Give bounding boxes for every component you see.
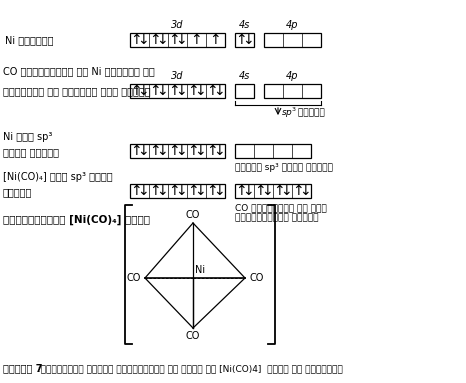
Text: ↑: ↑	[235, 33, 247, 47]
Bar	[235, 33, 254, 47]
Text: ↑: ↑	[187, 184, 199, 198]
Bar	[235, 184, 311, 198]
Text: ↑: ↑	[168, 33, 180, 47]
Text: ↑: ↑	[187, 144, 199, 158]
Bar	[130, 33, 225, 47]
Bar	[130, 84, 225, 98]
Text: ↓: ↓	[280, 184, 292, 198]
Text: $sp^3$: $sp^3$	[281, 106, 297, 120]
Text: ↑: ↑	[187, 84, 199, 98]
Text: संकर कक्षक: संकर कक्षक	[3, 147, 59, 157]
Text: कक्षक: कक्षक	[3, 187, 32, 197]
Text: CO लिगेण्डो से चार: CO लिगेण्डो से चार	[235, 203, 327, 212]
Text: ↓: ↓	[213, 184, 225, 198]
Text: ↓: ↓	[175, 144, 186, 158]
Text: ↓: ↓	[137, 184, 149, 198]
Text: ↓: ↓	[213, 84, 225, 98]
Text: ↑: ↑	[130, 33, 142, 47]
Text: रिक्त sp³ संकर कक्षक: रिक्त sp³ संकर कक्षक	[235, 163, 333, 172]
Text: ↑: ↑	[235, 184, 247, 198]
Text: 4p: 4p	[286, 20, 299, 30]
Text: CO: CO	[127, 273, 141, 283]
Text: ↓: ↓	[261, 184, 273, 198]
Text: ↓: ↓	[156, 144, 168, 158]
Text: चित्र 7: चित्र 7	[3, 363, 42, 373]
Text: कक्षकों पर प्रभाव तथा संकरण: कक्षकों पर प्रभाव तथा संकरण	[3, 86, 151, 96]
Text: 4p: 4p	[286, 71, 299, 81]
Text: ↑: ↑	[191, 33, 202, 47]
Text: ↑: ↑	[254, 184, 266, 198]
Text: ↓: ↓	[194, 84, 206, 98]
Text: ↑: ↑	[130, 144, 142, 158]
Text: ↑: ↑	[292, 184, 304, 198]
Bar	[264, 33, 321, 47]
Text: ↑: ↑	[150, 144, 161, 158]
Text: 4s: 4s	[239, 20, 250, 30]
Text: ↓: ↓	[175, 84, 186, 98]
Text: ↑: ↑	[210, 33, 221, 47]
Text: ↑: ↑	[150, 184, 161, 198]
Text: संकरण: संकरण	[295, 108, 325, 118]
Text: CO लिगेण्डों का Ni परमाणु के: CO लिगेण्डों का Ni परमाणु के	[3, 66, 155, 76]
Text: Ni: Ni	[195, 265, 205, 275]
Text: :संयोजकता आबन्ध सिद्धान्त के आधार पर [Ni(CO)4]  संकर का निर्माण: :संयोजकता आबन्ध सिद्धान्त के आधार पर [Ni…	[32, 364, 343, 373]
Text: ↑: ↑	[150, 84, 161, 98]
Text: ↓: ↓	[156, 84, 168, 98]
Text: 3d: 3d	[171, 20, 184, 30]
Bar	[235, 84, 254, 98]
Text: ↓: ↓	[175, 33, 186, 47]
Bar	[130, 184, 225, 198]
Text: ↑: ↑	[168, 84, 180, 98]
Text: इलेक्ट्रॉन युग्म: इलेक्ट्रॉन युग्म	[235, 213, 318, 222]
Text: ↑: ↑	[206, 84, 218, 98]
Text: CO: CO	[249, 273, 263, 283]
Bar	[264, 84, 321, 98]
Text: ↑: ↑	[168, 144, 180, 158]
Text: ↑: ↑	[130, 84, 142, 98]
Bar	[235, 144, 311, 158]
Text: ↓: ↓	[213, 144, 225, 158]
Text: ↑: ↑	[168, 184, 180, 198]
Text: ↓: ↓	[242, 33, 254, 47]
Text: ↓: ↓	[137, 84, 149, 98]
Text: ↑: ↑	[150, 33, 161, 47]
Bar	[130, 144, 225, 158]
Text: ↑: ↑	[274, 184, 285, 198]
Text: ↓: ↓	[137, 33, 149, 47]
Text: ↓: ↓	[194, 184, 206, 198]
Text: [Ni(CO)₄] में sp³ संकर: [Ni(CO)₄] में sp³ संकर	[3, 172, 113, 182]
Text: ↓: ↓	[299, 184, 311, 198]
Text: ↓: ↓	[156, 184, 168, 198]
Text: CO: CO	[186, 331, 200, 341]
Text: ↓: ↓	[137, 144, 149, 158]
Text: ↓: ↓	[242, 184, 254, 198]
Text: ↓: ↓	[175, 184, 186, 198]
Text: Ni परमाणु: Ni परमाणु	[5, 35, 54, 45]
Text: ↓: ↓	[156, 33, 168, 47]
Text: Ni में sp³: Ni में sp³	[3, 132, 52, 142]
Text: ↑: ↑	[206, 184, 218, 198]
Text: CO: CO	[186, 210, 200, 220]
Text: ↑: ↑	[206, 144, 218, 158]
Text: चतुष्फलकीय [Ni(CO)₄] संकर: चतुष्फलकीय [Ni(CO)₄] संकर	[3, 215, 150, 225]
Text: 4s: 4s	[239, 71, 250, 81]
Text: ↓: ↓	[194, 144, 206, 158]
Text: ↑: ↑	[130, 184, 142, 198]
Text: 3d: 3d	[171, 71, 184, 81]
